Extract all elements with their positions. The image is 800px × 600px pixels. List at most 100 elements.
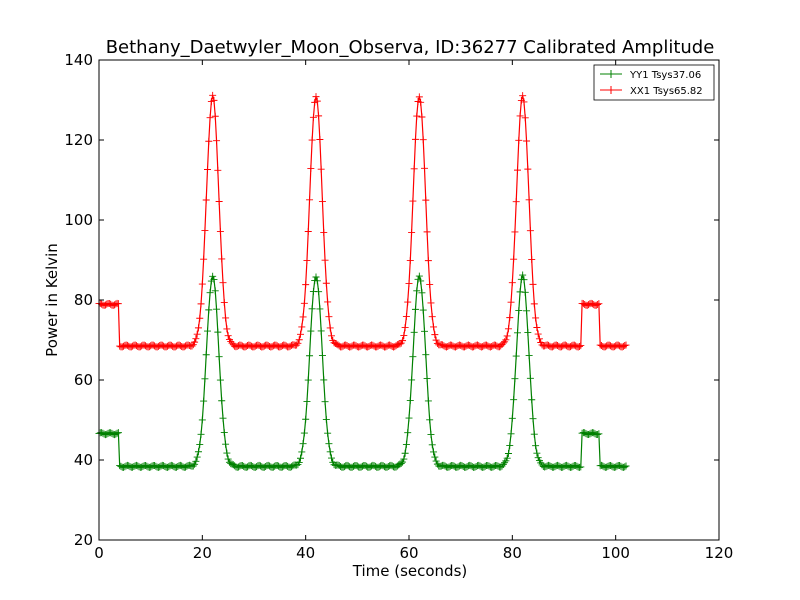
data-point [415, 272, 423, 280]
data-point [409, 197, 417, 205]
data-point [317, 165, 325, 173]
data-point [215, 353, 223, 361]
data-point [302, 415, 310, 423]
data-point [298, 323, 306, 331]
data-point [413, 112, 421, 120]
data-point [328, 454, 335, 462]
data-point [526, 227, 534, 235]
y-tick-label: 60 [74, 371, 93, 389]
data-point [512, 198, 520, 206]
data-point [404, 429, 412, 437]
y-axis-label: Power in Kelvin [43, 243, 61, 357]
data-point [430, 448, 438, 456]
data-point [320, 229, 328, 237]
data-point [432, 457, 440, 465]
data-point [411, 305, 419, 313]
data-point [424, 257, 432, 265]
y-tick-label: 20 [74, 531, 93, 549]
data-point [421, 164, 428, 172]
data-point [196, 441, 204, 449]
data-point [315, 112, 323, 120]
data-point [223, 325, 231, 333]
data-point [512, 352, 520, 360]
data-point [223, 449, 231, 457]
data-point [514, 329, 521, 337]
y-tick-label: 120 [64, 131, 93, 149]
data-point [114, 429, 122, 437]
data-point [328, 332, 335, 340]
data-point [399, 337, 407, 345]
data-point [417, 98, 425, 106]
data-point [192, 335, 200, 343]
data-point [532, 442, 540, 450]
data-point [194, 324, 202, 332]
data-point [306, 352, 314, 360]
data-point [515, 307, 523, 315]
data-point [528, 256, 536, 264]
data-point [306, 196, 314, 204]
data-point [202, 351, 210, 359]
data-point [210, 96, 218, 104]
data-point [316, 135, 324, 143]
data-point [594, 430, 602, 438]
data-point [421, 327, 428, 335]
data-point [308, 305, 316, 313]
data-point [219, 279, 227, 287]
data-point [114, 300, 122, 308]
data-point [431, 331, 439, 339]
data-point [534, 454, 542, 462]
data-point [535, 335, 543, 343]
data-point [595, 300, 603, 308]
legend: YY1 Tsys37.06 XX1 Tsys65.82 [593, 64, 715, 101]
legend-label-xx1: XX1 Tsys65.82 [630, 86, 703, 97]
data-point [525, 352, 533, 360]
data-point [521, 288, 529, 296]
data-point [304, 376, 312, 384]
data-point [621, 342, 629, 350]
data-point [622, 341, 630, 349]
data-point [418, 113, 426, 121]
data-point [417, 277, 425, 285]
data-point [321, 398, 329, 406]
data-point [622, 462, 630, 470]
y-tick-label: 100 [64, 211, 93, 229]
data-point [504, 449, 512, 457]
data-point [397, 459, 405, 467]
data-point [188, 342, 196, 350]
data-point [428, 441, 436, 449]
data-point [576, 342, 583, 350]
x-tick-label: 40 [296, 544, 315, 562]
data-point [511, 375, 519, 383]
data-point [313, 97, 321, 105]
data-point [520, 98, 528, 106]
y-tick-label: 40 [74, 451, 93, 469]
data-point [218, 397, 226, 405]
data-point [307, 164, 315, 172]
data-point [408, 376, 416, 384]
data-point [224, 455, 232, 463]
data-point [113, 429, 121, 437]
data-point [431, 453, 439, 461]
data-point [213, 137, 221, 145]
data-point [526, 374, 534, 382]
data-point [399, 458, 407, 466]
data-point [298, 448, 306, 456]
data-point [224, 332, 232, 340]
data-point [216, 376, 224, 384]
data-point [322, 415, 330, 423]
data-point [530, 430, 538, 438]
data-point [299, 440, 307, 448]
data-point [525, 196, 533, 204]
data-point [303, 256, 311, 264]
data-point [294, 339, 302, 347]
data-point [215, 197, 223, 205]
series-markers-yy1 [95, 271, 630, 471]
data-point [219, 414, 227, 422]
data-point [594, 300, 602, 308]
series-layer [95, 91, 630, 471]
data-point [424, 397, 432, 405]
data-point [304, 227, 312, 235]
data-point [595, 430, 603, 438]
data-point [201, 227, 209, 235]
data-point [204, 165, 211, 173]
